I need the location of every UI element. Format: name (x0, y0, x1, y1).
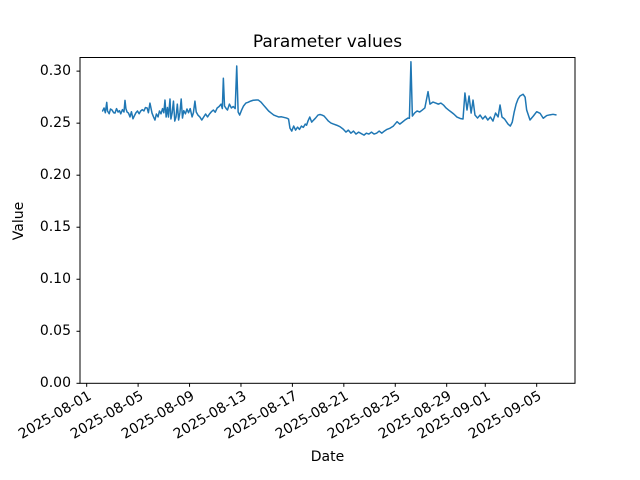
y-tick-label: 0.30 (39, 63, 71, 80)
y-tick-label: 0.05 (39, 323, 71, 340)
y-tick-label: 0.15 (39, 219, 71, 236)
y-tick-label: 0.00 (39, 375, 71, 392)
y-tick-label: 0.25 (39, 115, 71, 132)
y-tick-label: 0.20 (39, 167, 71, 184)
x-axis-label: Date (310, 449, 345, 465)
axes-spines (79, 57, 576, 384)
chart-title: Parameter values (252, 32, 403, 52)
y-axis-label: Value (11, 202, 27, 240)
y-tick-label: 0.10 (39, 271, 71, 288)
parameter-values-line (101, 61, 557, 136)
